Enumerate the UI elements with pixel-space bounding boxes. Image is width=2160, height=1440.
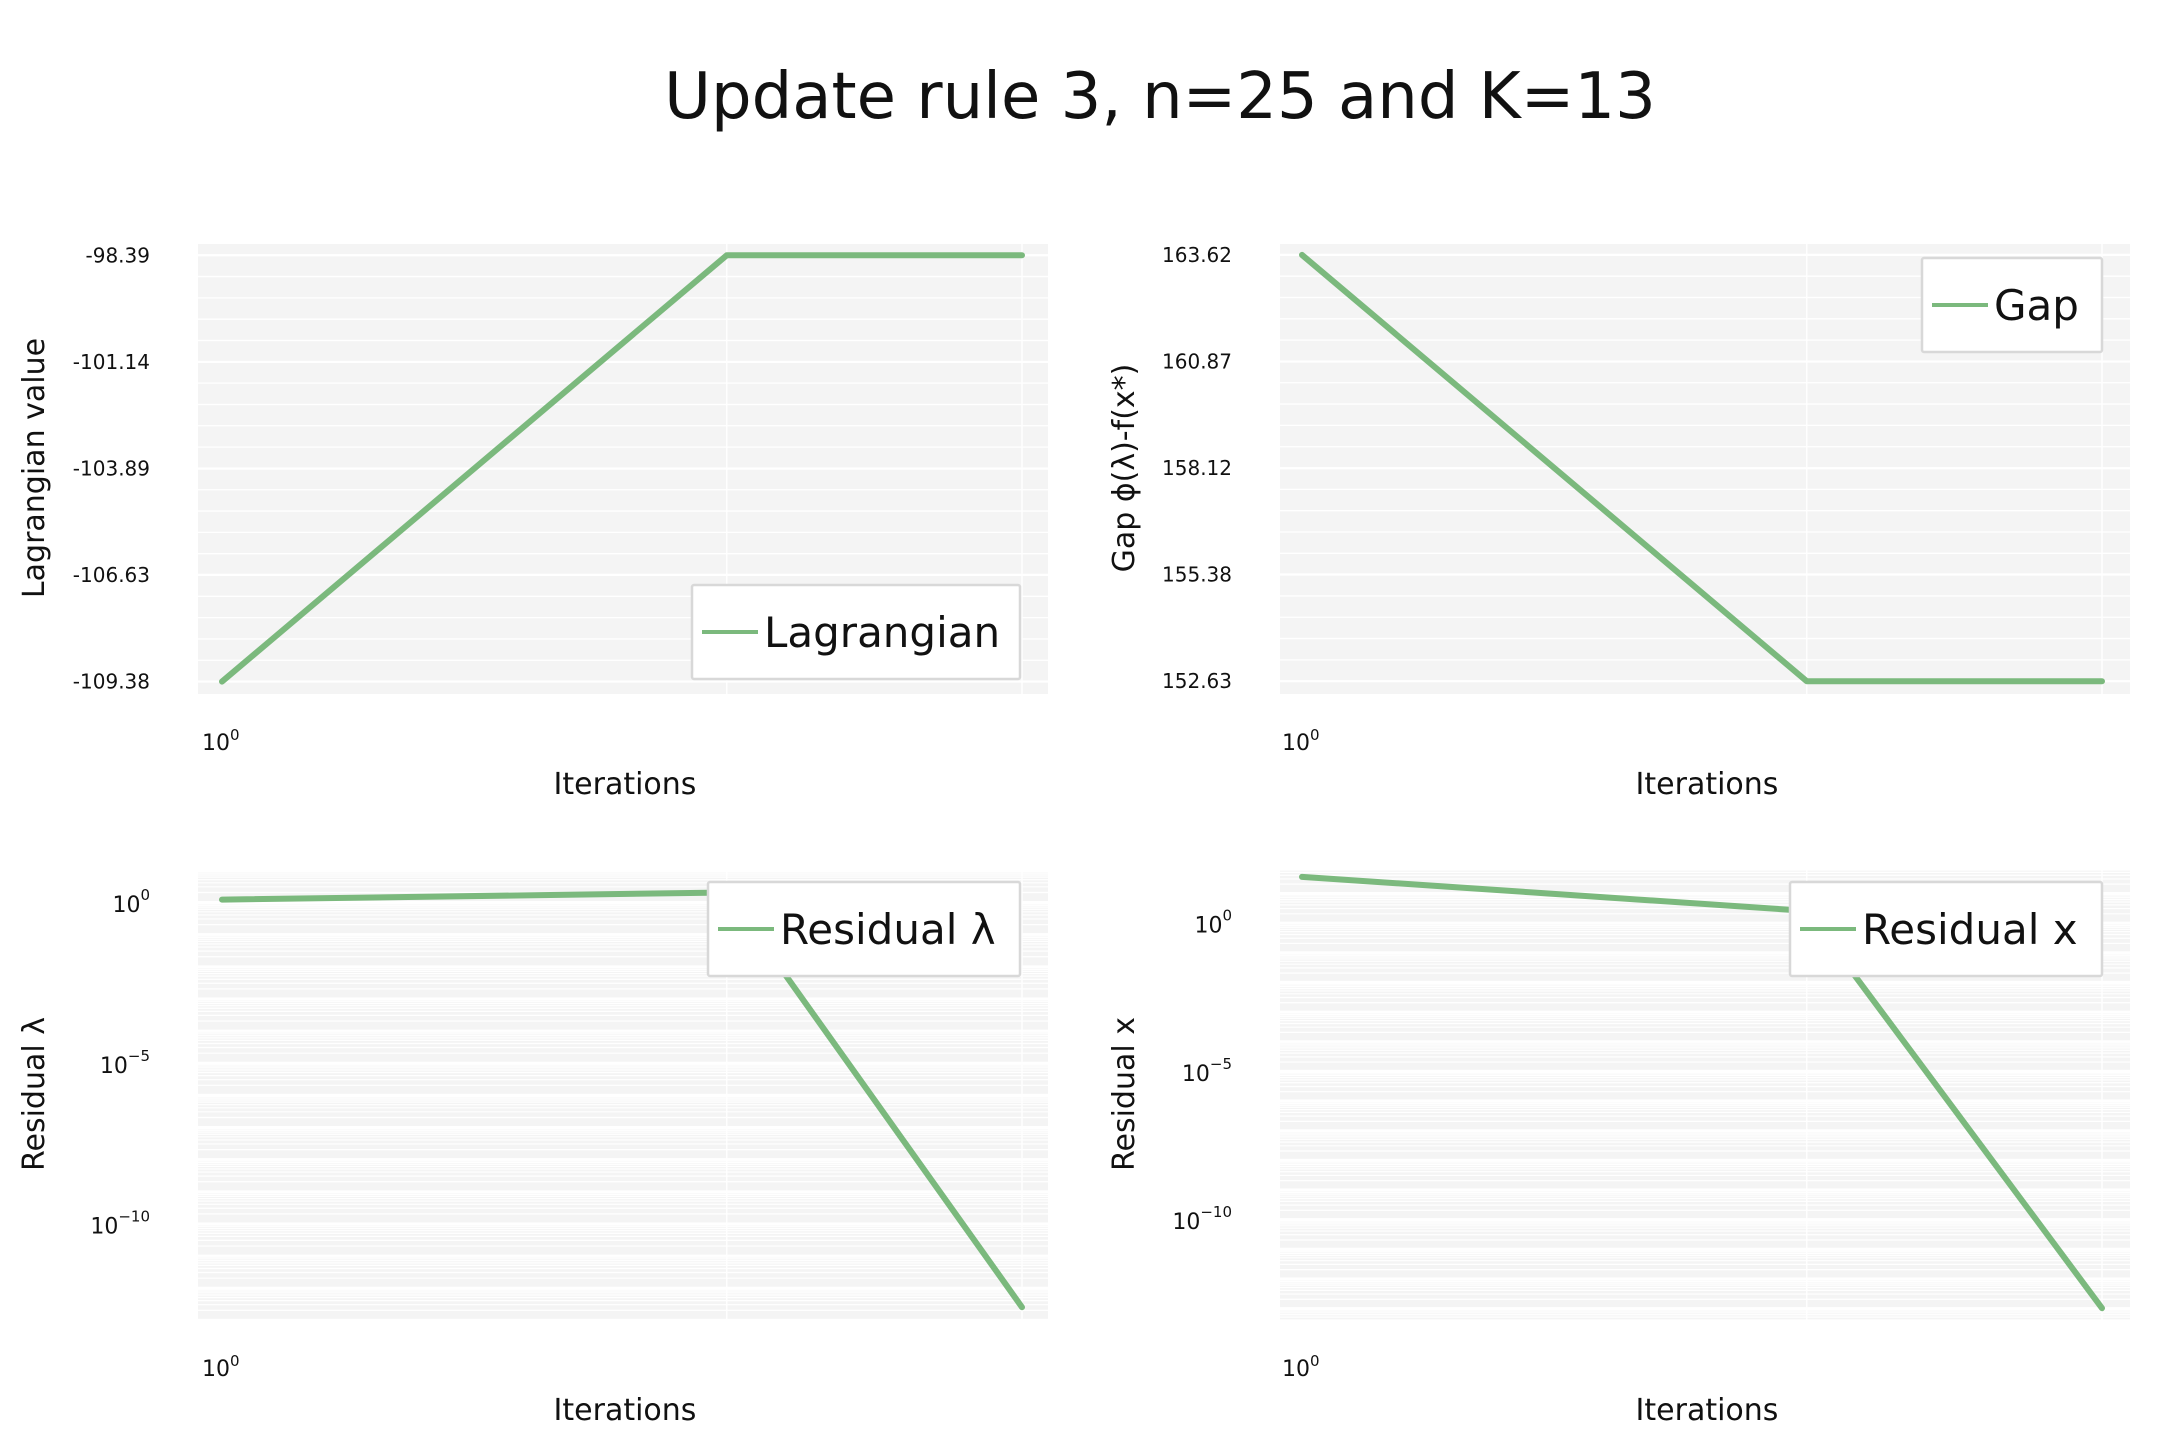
x-axis-label: Iterations: [1636, 1393, 1779, 1428]
y-axis-label: Residual x: [1107, 1017, 1142, 1171]
y-tick-exponent: −5: [128, 1047, 150, 1065]
legend: Residual x: [1788, 880, 2104, 978]
x-tick-exponent: 0: [1310, 1352, 1320, 1370]
y-tick-label: 10−10: [1172, 1203, 1232, 1235]
legend-box: [1788, 880, 2104, 978]
x-axis-label: Iterations: [554, 767, 697, 802]
x-tick-label: 100: [1282, 1352, 1320, 1382]
legend-label: Gap: [1994, 281, 2079, 330]
legend-label: Residual λ: [780, 905, 996, 954]
y-tick-exponent: −10: [118, 1208, 150, 1226]
y-axis-label: Residual λ: [17, 1017, 52, 1171]
chart-panel-2: 163.62 160.87 158.12 155.38 152.63 100 Iterati…: [1107, 243, 2130, 802]
y-tick-label: -106.63: [73, 563, 150, 587]
y-tick-label: 100: [1194, 907, 1232, 939]
y-axis-label: Lagrangian value: [17, 338, 52, 598]
x-tick-label: 100: [202, 1352, 240, 1382]
chart-panel-1: -98.39 -101.14 -103.89 -106.63 -109.38 100 Ite…: [17, 243, 1048, 802]
y-tick-base: 10: [112, 893, 140, 918]
y-tick-exponent: −5: [1210, 1055, 1232, 1073]
figure-title: Update rule 3, n=25 and K=13: [664, 60, 1656, 134]
x-tick-base: 10: [202, 1357, 230, 1382]
legend-box: [706, 880, 1022, 978]
grid: [1280, 869, 2130, 1321]
y-tick-label: -103.89: [73, 457, 150, 481]
legend-label: Residual x: [1862, 905, 2078, 954]
y-tick-base: 10: [90, 1215, 118, 1240]
y-tick-label: -109.38: [73, 670, 150, 694]
y-tick-label: 163.62: [1162, 243, 1232, 267]
y-tick-label: -101.14: [73, 350, 150, 374]
y-tick-base: 10: [1182, 1062, 1210, 1087]
y-axis-label: Gap ϕ(λ)-f(x*): [1107, 364, 1142, 573]
legend: Residual λ: [706, 880, 1022, 978]
x-tick-exponent: 0: [230, 726, 240, 744]
y-tick-base: 10: [1194, 914, 1222, 939]
y-tick-exponent: −10: [1200, 1203, 1232, 1221]
x-tick-exponent: 0: [1310, 726, 1320, 744]
y-tick-exponent: 0: [1222, 907, 1232, 925]
y-tick-label: 10−10: [90, 1208, 150, 1240]
legend-label: Lagrangian: [764, 608, 1000, 657]
legend-box: [1920, 256, 2104, 354]
series-line: [219, 252, 1025, 685]
y-tick-label: -98.39: [86, 243, 150, 267]
y-tick-labels: 163.62 160.87 158.12 155.38 152.63: [1162, 243, 1232, 693]
grid: [1280, 244, 2130, 694]
y-tick-base: 10: [1172, 1210, 1200, 1235]
x-tick-label: 100: [1282, 726, 1320, 756]
x-tick-label: 100: [202, 726, 240, 756]
series-line: [1299, 251, 2105, 685]
y-tick-label: 155.38: [1162, 563, 1232, 587]
y-tick-label: 10−5: [1182, 1055, 1232, 1087]
y-tick-exponent: 0: [140, 886, 150, 904]
y-tick-base: 10: [100, 1054, 128, 1079]
y-tick-label: 160.87: [1162, 350, 1232, 374]
y-tick-label: 10−5: [100, 1047, 150, 1079]
y-tick-label: 158.12: [1162, 456, 1232, 480]
legend-box: [690, 583, 1022, 681]
y-tick-label: 100: [112, 886, 150, 918]
legend: Gap: [1920, 256, 2104, 354]
x-tick-base: 10: [1282, 731, 1310, 756]
x-tick-exponent: 0: [230, 1352, 240, 1370]
x-tick-base: 10: [1282, 1357, 1310, 1382]
x-axis-label: Iterations: [1636, 767, 1779, 802]
x-tick-base: 10: [202, 731, 230, 756]
y-tick-labels: -98.39 -101.14 -103.89 -106.63 -109.38: [73, 243, 150, 693]
legend: Lagrangian: [690, 583, 1022, 681]
y-tick-label: 152.63: [1162, 669, 1232, 693]
x-axis-label: Iterations: [554, 1393, 697, 1428]
